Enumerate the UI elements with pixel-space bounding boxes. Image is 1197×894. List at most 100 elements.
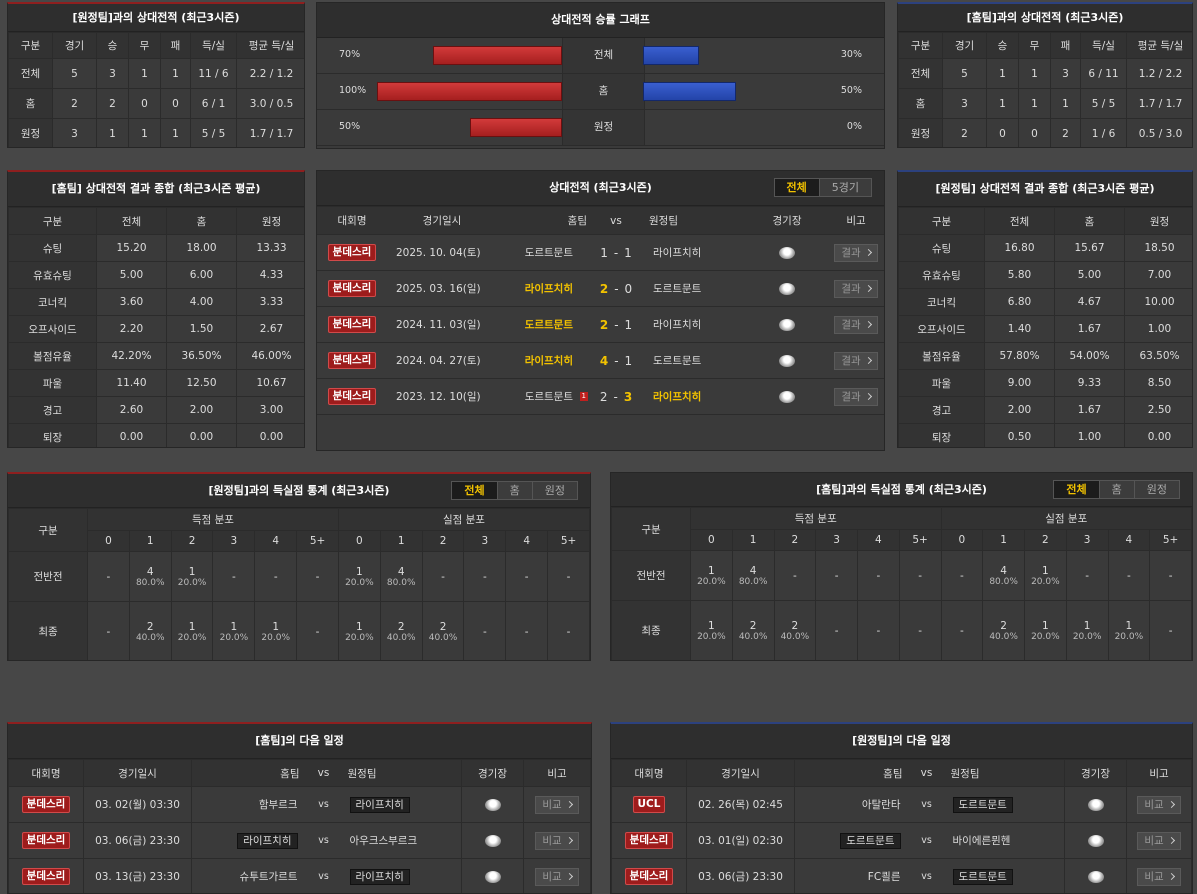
column-header: 3 — [1065, 529, 1109, 551]
home-pct: 50% — [339, 121, 361, 132]
row-header: 구분 — [611, 507, 691, 551]
panel-title-text: [원정팀]과의 득실점 통계 (최근3시즌) — [208, 484, 390, 497]
tab[interactable]: 원정 — [1133, 481, 1179, 498]
result-button[interactable]: 결과 — [834, 279, 878, 298]
cell: - — [898, 600, 942, 660]
table-row: 파울 9.00 9.33 8.50 — [898, 369, 1192, 397]
column-header: 2 — [1024, 529, 1067, 551]
match-date: 2023. 12. 10(일) — [396, 391, 481, 403]
tab-group: 전체 홈 원정 — [451, 481, 578, 500]
match-date: 03. 02(월) 03:30 — [95, 799, 180, 811]
result-button[interactable]: 결과 — [834, 243, 878, 262]
percent: 80.0% — [738, 576, 768, 587]
match-date: 03. 13(금) 23:30 — [95, 871, 180, 883]
tab[interactable]: 전체 — [1054, 481, 1099, 498]
group-header: 득점 분포 — [690, 507, 942, 530]
cell: - — [857, 550, 900, 601]
league-badge: 분데스리 — [624, 868, 674, 885]
chevron — [565, 872, 573, 881]
column-header: 4 — [505, 530, 549, 552]
stats-table: 구분 경기 승 무 패 득/실 평균 득/실 전체 5 1 1 3 6 / 11 1.2 / 2.2 홈 3 1… — [898, 32, 1192, 147]
panel-title: [원정팀]과의 상대전적 (최근3시즌) — [8, 4, 304, 32]
panel-title: [원정팀]과의 득실점 통계 (최근3시즌) 전체 홈 원정 — [8, 474, 590, 508]
home-team: 도르트문트 — [524, 247, 573, 259]
match-row: 분데스리 2024. 04. 27(토) 라이프치히 4-1 도르트문트 결과 — [317, 342, 884, 379]
goals-table: 구분 득점 분포 실점 분포 0 1 2 3 4 5+ 0 1 2 3 4 5+ 전반전 1 20.0% 4 80.0… — [611, 507, 1192, 660]
panel: [원정팀]과의 득실점 통계 (최근3시즌) 전체 홈 원정 구분 득점 분포 실점 분포 0… — [7, 472, 591, 661]
graph-label: 원정 — [562, 110, 645, 145]
compare-button[interactable]: 비교 — [535, 831, 579, 850]
home-bar — [432, 46, 562, 65]
cell: 1 — [986, 58, 1019, 89]
away-bar — [643, 82, 736, 101]
compare-button[interactable]: 비교 — [535, 795, 579, 814]
row-label: 원정 — [898, 118, 943, 147]
result-button[interactable]: 결과 — [834, 315, 878, 334]
header-cell: 비고 — [523, 759, 591, 787]
stadium-icon — [484, 870, 501, 883]
tab[interactable]: 홈 — [1098, 481, 1134, 498]
schedule-row: 분데스리 03. 01(일) 02:30 도르트문트 vs 바이에른뮌헨 비교 — [611, 822, 1192, 859]
vs: vs — [921, 799, 932, 810]
compare-button[interactable]: 비교 — [535, 867, 579, 886]
empty: - — [918, 624, 923, 637]
away-team: 라이프치히 — [349, 797, 410, 813]
compare-button[interactable]: 비교 — [1137, 867, 1181, 886]
score-separator: - — [613, 245, 619, 260]
count: 2 — [439, 620, 447, 633]
cell: 도르트문트 — [946, 786, 1065, 823]
stats-table: 구분 전체 홈 원정 슈팅 16.80 15.67 18.50 유효슈팅 5.80 5.00 7.00… — [898, 207, 1192, 447]
cell: - — [547, 601, 590, 660]
empty: - — [441, 570, 445, 583]
league-badge: 분데스리 — [624, 832, 674, 849]
cell: 아탈란타 — [794, 786, 907, 823]
column-header: 4 — [857, 529, 900, 551]
tab[interactable]: 5경기 — [818, 179, 871, 196]
stats-table: 구분 전체 홈 원정 슈팅 15.20 18.00 13.33 유효슈팅 5.00 6.00 4.33… — [8, 207, 304, 447]
panel: [원정팀]의 다음 일정 대회명 경기일시 홈팀 vs 원정팀 경기장 비고 UCL 02. 26… — [610, 722, 1193, 894]
empty: - — [232, 570, 236, 583]
column-header: 4 — [254, 530, 298, 552]
empty: - — [106, 625, 111, 638]
count: 1 — [356, 620, 363, 633]
match-date: 2024. 04. 27(토) — [396, 355, 481, 367]
cell: 11 / 6 — [190, 58, 237, 89]
compare-button[interactable]: 비교 — [1137, 831, 1181, 850]
cell: 4 80.0% — [128, 551, 172, 602]
tab[interactable]: 전체 — [452, 482, 497, 499]
column-header: 4 — [1107, 529, 1151, 551]
percent: 20.0% — [697, 576, 726, 587]
goals-row: 전반전 1 20.0% 4 80.0% - - - - -4 80.0% 1 20.0% - - - — [611, 550, 1192, 601]
empty: - — [524, 570, 529, 583]
tab[interactable]: 전체 — [774, 179, 819, 196]
cell: 1 — [1018, 88, 1051, 119]
header-cell: 비고 — [1126, 759, 1192, 787]
home-bar — [469, 118, 562, 137]
away-team: 라이프치히 — [653, 247, 702, 259]
header-cell: 패 — [1050, 32, 1081, 59]
header-cell: vs — [591, 206, 641, 235]
table-row: 오프사이드 1.40 1.67 1.00 — [898, 315, 1192, 343]
cell: 1.00 — [1054, 423, 1125, 447]
result-button[interactable]: 결과 — [834, 387, 878, 406]
table-row: 원정 3 1 1 1 5 / 5 1.7 / 1.7 — [8, 118, 304, 147]
goals-row: 최종 -2 40.0% 1 20.0% 1 20.0% 1 20.0% -1 20.0% 2 40.0%… — [8, 601, 590, 660]
cell: 도르트문트 — [641, 342, 746, 379]
cell: - — [1107, 550, 1151, 601]
stadium-icon — [484, 834, 501, 847]
cell: 2.67 — [236, 315, 304, 343]
row-label: 원정 — [8, 118, 53, 147]
count: 2 — [749, 619, 757, 632]
cell: 분데스리 — [317, 342, 387, 379]
home-team: 함부르크 — [258, 799, 298, 811]
cell: 03. 13(금) 23:30 — [83, 858, 192, 893]
cell: 2-0 — [591, 270, 641, 307]
tab[interactable]: 원정 — [531, 482, 577, 499]
vs: vs — [921, 835, 932, 846]
tab[interactable]: 홈 — [496, 482, 532, 499]
compare-button[interactable]: 비교 — [1137, 795, 1181, 814]
graph-row: 100% 홈 50% — [317, 74, 884, 110]
result-button[interactable]: 결과 — [834, 351, 878, 370]
schedule-row: 분데스리 03. 02(월) 03:30 함부르크 vs 라이프치히 비교 — [8, 786, 591, 823]
